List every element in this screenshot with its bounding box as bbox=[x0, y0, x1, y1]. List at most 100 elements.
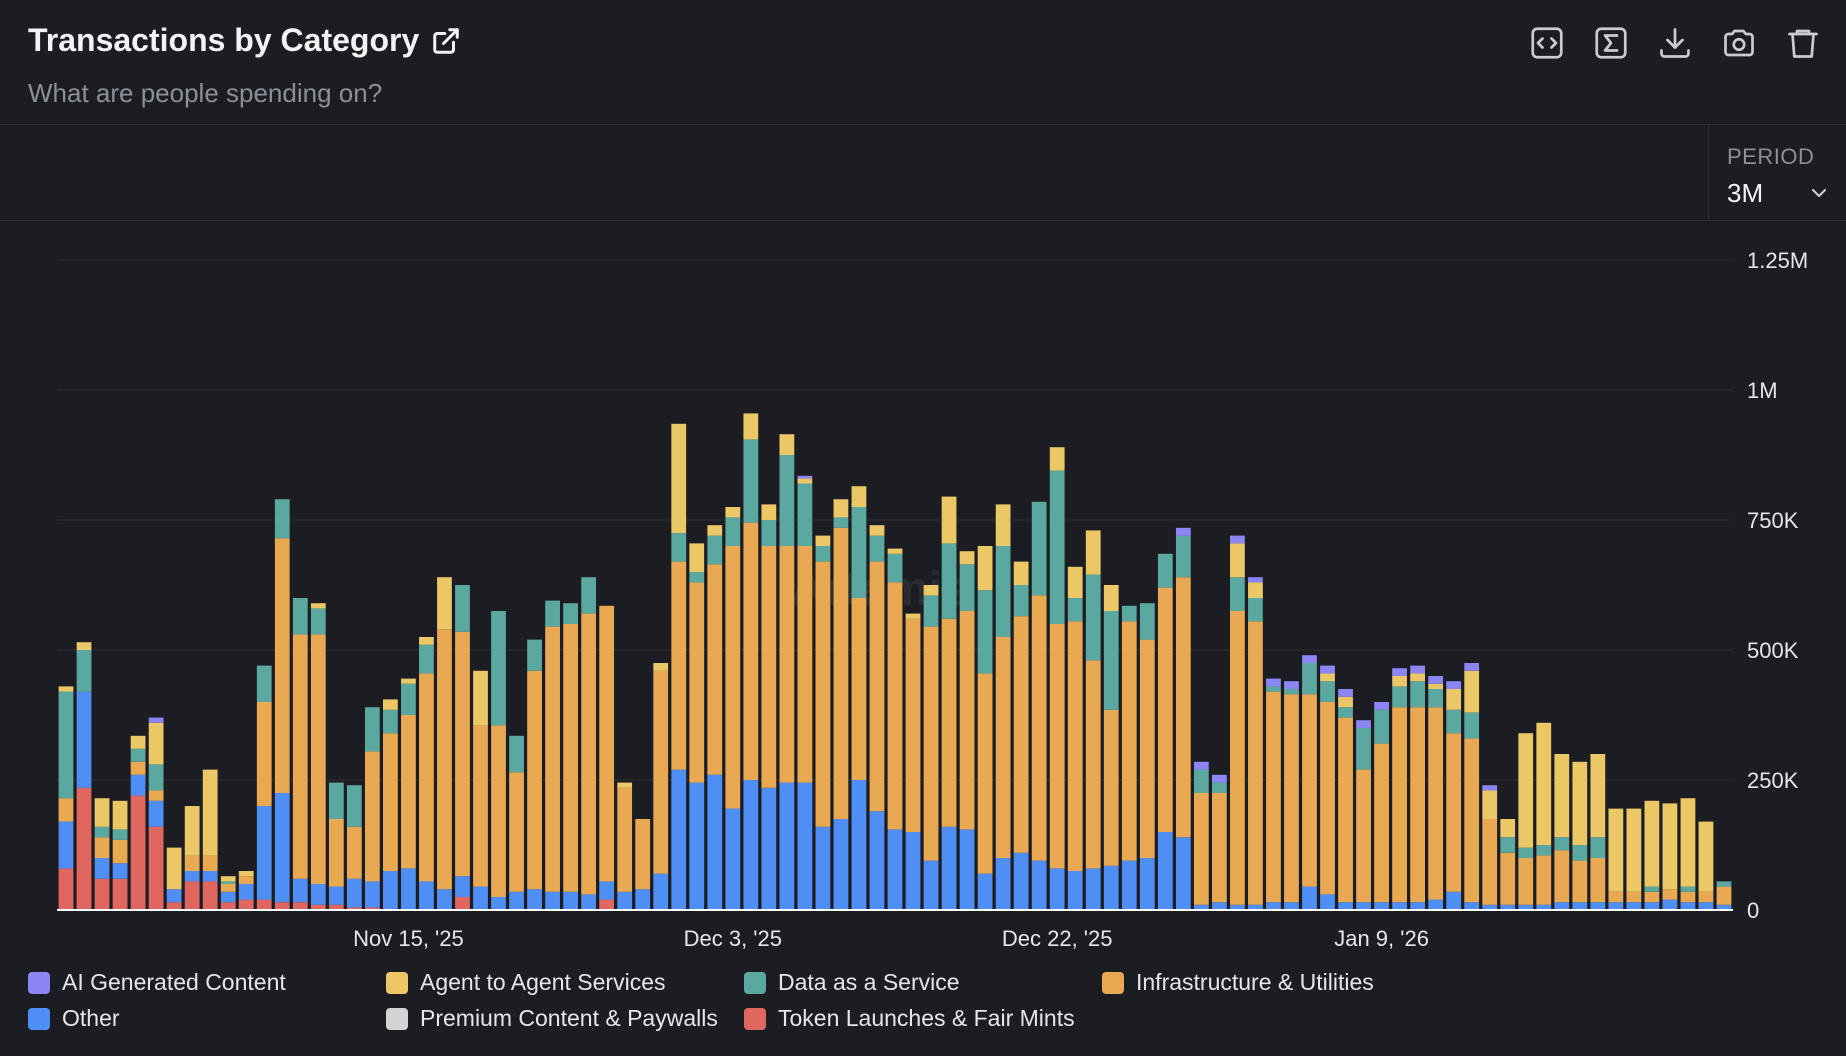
bar-segment-other bbox=[689, 782, 705, 910]
legend-item[interactable]: AI Generated Content bbox=[28, 969, 286, 996]
bar-segment-other bbox=[509, 891, 524, 910]
bar-segment-agent-to-agent-services bbox=[1446, 689, 1462, 710]
legend-item[interactable]: Data as a Service bbox=[744, 969, 960, 996]
bar-segment-token-launches-fair-mints bbox=[76, 787, 92, 910]
bar-segment-ai-generated-content bbox=[1356, 720, 1371, 728]
trash-icon[interactable] bbox=[1784, 22, 1822, 64]
bar-segment-other bbox=[1536, 904, 1552, 910]
y-tick-label: 250K bbox=[1747, 768, 1799, 793]
bar-segment-infrastructure-utilities bbox=[1410, 707, 1426, 903]
bar-segment-other bbox=[581, 894, 597, 910]
bar-segment-agent-to-agent-services bbox=[797, 478, 813, 484]
bar-segment-other bbox=[1121, 860, 1137, 910]
bar-segment-other bbox=[959, 829, 975, 910]
bar-segment-infrastructure-utilities bbox=[1230, 611, 1245, 905]
bar-segment-other bbox=[1680, 902, 1696, 910]
bar-segment-data-as-a-service bbox=[923, 595, 939, 627]
bar-segment-infrastructure-utilities bbox=[1698, 891, 1714, 903]
legend-swatch bbox=[1102, 971, 1124, 994]
bar-segment-token-launches-fair-mints bbox=[256, 899, 272, 910]
bar-segment-infrastructure-utilities bbox=[58, 798, 74, 822]
bar-segment-agent-to-agent-services bbox=[779, 434, 795, 455]
bar-segment-ai-generated-content bbox=[1428, 676, 1444, 684]
camera-icon[interactable] bbox=[1720, 22, 1758, 64]
bar-segment-infrastructure-utilities bbox=[1716, 886, 1732, 905]
x-tick-label: Jan 9, '26 bbox=[1334, 926, 1429, 951]
legend-item[interactable]: Agent to Agent Services bbox=[386, 969, 666, 996]
bar-segment-other bbox=[1698, 902, 1714, 910]
bar-segment-other bbox=[1428, 899, 1444, 910]
bar-segment-data-as-a-service bbox=[58, 691, 74, 799]
bar-segment-agent-to-agent-services bbox=[1464, 670, 1480, 713]
embed-code-icon[interactable] bbox=[1528, 22, 1566, 64]
bar-segment-data-as-a-service bbox=[743, 439, 759, 523]
bar-segment-ai-generated-content bbox=[1266, 678, 1281, 687]
period-selector[interactable]: PERIOD 3M bbox=[1708, 124, 1846, 220]
bar-segment-other bbox=[130, 774, 146, 796]
bar-segment-data-as-a-service bbox=[256, 665, 272, 702]
bar-segment-agent-to-agent-services bbox=[1410, 673, 1426, 682]
legend-item[interactable]: Infrastructure & Utilities bbox=[1102, 969, 1374, 996]
bar-segment-data-as-a-service bbox=[1464, 712, 1480, 739]
bar-segment-data-as-a-service bbox=[1230, 577, 1245, 611]
legend-label: Token Launches & Fair Mints bbox=[778, 1005, 1075, 1031]
bar-segment-agent-to-agent-services bbox=[815, 535, 831, 546]
bar-segment-data-as-a-service bbox=[401, 683, 416, 715]
legend-item[interactable]: Other bbox=[28, 1005, 120, 1032]
bar-segment-data-as-a-service bbox=[869, 535, 885, 562]
bar-segment-other bbox=[1103, 865, 1119, 910]
bar-segment-data-as-a-service bbox=[1121, 605, 1137, 622]
bar-segment-other bbox=[761, 787, 777, 910]
bar-segment-infrastructure-utilities bbox=[1356, 769, 1371, 903]
bar-segment-data-as-a-service bbox=[346, 785, 362, 827]
bar-segment-agent-to-agent-services bbox=[761, 504, 777, 520]
bar-segment-agent-to-agent-services bbox=[887, 548, 903, 554]
bar-segment-other bbox=[94, 858, 110, 879]
bar-segment-other bbox=[1031, 860, 1047, 910]
download-icon[interactable] bbox=[1656, 22, 1694, 64]
bar-segment-other bbox=[563, 891, 579, 910]
bar-segment-agent-to-agent-services bbox=[1698, 821, 1714, 892]
bar-segment-token-launches-fair-mints bbox=[58, 868, 74, 910]
external-link-icon[interactable] bbox=[431, 26, 461, 56]
bar-segment-other bbox=[779, 782, 795, 910]
bar-segment-data-as-a-service bbox=[527, 639, 542, 671]
bar-segment-other bbox=[653, 873, 669, 910]
legend-swatch bbox=[28, 1007, 50, 1030]
bar-segment-infrastructure-utilities bbox=[599, 605, 615, 882]
bar-segment-data-as-a-service bbox=[887, 553, 903, 583]
bar-segment-data-as-a-service bbox=[1320, 681, 1335, 702]
bar-segment-infrastructure-utilities bbox=[563, 624, 579, 892]
bar-segment-agent-to-agent-services bbox=[617, 782, 633, 788]
bar-segment-data-as-a-service bbox=[1392, 686, 1407, 708]
bar-segment-infrastructure-utilities bbox=[509, 772, 524, 892]
bar-segment-agent-to-agent-services bbox=[1680, 798, 1696, 887]
bar-segment-data-as-a-service bbox=[671, 533, 687, 562]
bar-segment-data-as-a-service bbox=[1103, 611, 1119, 710]
bar-segment-agent-to-agent-services bbox=[473, 670, 488, 726]
bar-segment-other bbox=[1644, 902, 1660, 910]
bar-segment-other bbox=[1193, 904, 1209, 910]
bar-segment-infrastructure-utilities bbox=[545, 626, 560, 892]
bar-segment-infrastructure-utilities bbox=[1608, 891, 1624, 903]
bar-segment-data-as-a-service bbox=[1302, 663, 1317, 695]
bar-segment-infrastructure-utilities bbox=[419, 673, 434, 882]
legend-swatch bbox=[744, 1007, 766, 1030]
bar-segment-infrastructure-utilities bbox=[1662, 889, 1678, 900]
bar-segment-other bbox=[401, 868, 416, 910]
bar-segment-other bbox=[1157, 832, 1173, 910]
bar-segment-data-as-a-service bbox=[1644, 886, 1660, 892]
bar-segment-ai-generated-content bbox=[148, 717, 164, 723]
sigma-formula-icon[interactable] bbox=[1592, 22, 1630, 64]
bar-segment-agent-to-agent-services bbox=[94, 798, 110, 827]
bar-segment-token-launches-fair-mints bbox=[238, 899, 254, 910]
bar-segment-infrastructure-utilities bbox=[1338, 717, 1353, 903]
bar-segment-other bbox=[1608, 902, 1624, 910]
bar-segment-agent-to-agent-services bbox=[743, 413, 759, 440]
bar-segment-infrastructure-utilities bbox=[995, 637, 1011, 858]
legend-item[interactable]: Premium Content & Paywalls bbox=[386, 1005, 718, 1032]
bar-segment-other bbox=[671, 769, 687, 910]
legend-item[interactable]: Token Launches & Fair Mints bbox=[744, 1005, 1075, 1032]
bar-segment-other bbox=[1067, 871, 1083, 910]
bar-segment-data-as-a-service bbox=[1175, 535, 1191, 578]
